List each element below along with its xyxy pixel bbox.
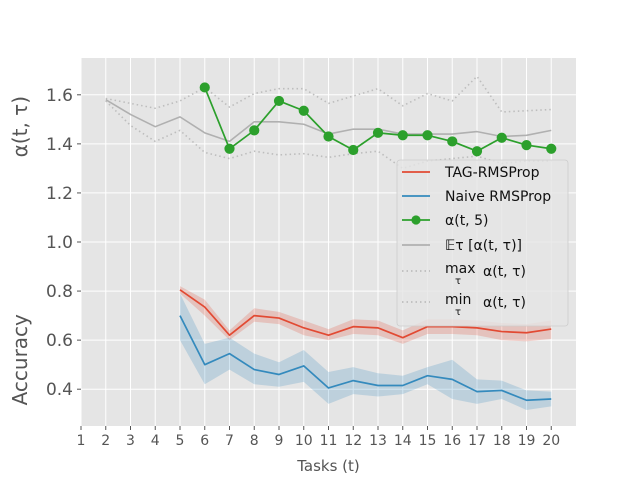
marker-alpha5 bbox=[447, 136, 458, 147]
marker-alpha5 bbox=[397, 130, 408, 141]
marker-alpha5 bbox=[471, 146, 483, 157]
marker-alpha5 bbox=[348, 144, 359, 156]
x-tick-label: 12 bbox=[344, 433, 362, 449]
y-tick-label: 1.4 bbox=[46, 135, 73, 155]
legend-rest-max: α(t, τ) bbox=[483, 264, 526, 280]
y-tick-label: 1.0 bbox=[46, 233, 73, 253]
y-tick-label: 1.6 bbox=[46, 86, 73, 106]
legend-sublabel-min: τ bbox=[455, 307, 461, 318]
y-tick-label: 0.4 bbox=[46, 380, 73, 400]
marker-alpha5 bbox=[298, 105, 309, 116]
marker-alpha5 bbox=[496, 132, 507, 143]
x-tick-label: 4 bbox=[151, 433, 160, 449]
marker-alpha5 bbox=[422, 130, 433, 141]
marker-alpha5 bbox=[521, 139, 532, 151]
legend-box bbox=[396, 159, 569, 327]
legend-label-alpha5: α(t, 5) bbox=[445, 213, 488, 229]
x-tick-label: 13 bbox=[369, 433, 387, 449]
marker-alpha5 bbox=[372, 127, 384, 138]
x-tick-label: 5 bbox=[176, 433, 185, 449]
legend-label-tag: TAG-RMSProp bbox=[444, 165, 540, 181]
x-axis-label: Tasks (t) bbox=[296, 457, 360, 475]
y-tick-label: 0.6 bbox=[46, 331, 73, 351]
legend: TAG-RMSProp Naive RMSProp α(t, 5) 𝔼τ [α(t, … bbox=[396, 159, 569, 327]
x-tick-label: 3 bbox=[126, 433, 135, 449]
x-tick-label: 17 bbox=[468, 433, 486, 449]
legend-label-max: max bbox=[445, 261, 476, 277]
band-naive bbox=[180, 293, 552, 411]
x-tick-label: 7 bbox=[225, 433, 234, 449]
marker-alpha5 bbox=[323, 131, 334, 142]
marker-alpha5 bbox=[224, 143, 235, 154]
y-axis-label-bottom: Accuracy bbox=[8, 314, 32, 405]
x-tick-label: 14 bbox=[394, 433, 412, 449]
y-axis-label-top: α(t, τ) bbox=[8, 96, 32, 157]
x-tick-label: 2 bbox=[101, 433, 110, 449]
x-tick-label: 20 bbox=[542, 433, 560, 449]
legend-rest-min: α(t, τ) bbox=[483, 295, 526, 311]
legend-marker-alpha5 bbox=[411, 215, 421, 225]
legend-label-mean: 𝔼τ [α(t, τ)] bbox=[445, 238, 522, 254]
band-tag bbox=[180, 286, 552, 344]
y-ticks: 0.4 0.6 0.8 1.0 1.2 1.4 1.6 bbox=[46, 86, 81, 400]
line-tag bbox=[179, 289, 552, 339]
x-tick-label: 15 bbox=[419, 433, 437, 449]
x-tick-label: 9 bbox=[275, 433, 284, 449]
marker-alpha5 bbox=[249, 125, 260, 136]
confidence-bands bbox=[180, 286, 552, 411]
x-tick-label: 8 bbox=[250, 433, 259, 449]
x-tick-label: 18 bbox=[493, 433, 511, 449]
marker-alpha5 bbox=[546, 143, 557, 154]
y-tick-label: 1.2 bbox=[46, 184, 73, 204]
series-markers bbox=[199, 82, 557, 157]
x-tick-label: 16 bbox=[443, 433, 461, 449]
x-tick-label: 11 bbox=[320, 433, 338, 449]
x-tick-label: 10 bbox=[295, 433, 313, 449]
x-tick-label: 1 bbox=[77, 433, 86, 449]
line-naive bbox=[179, 315, 552, 402]
legend-sublabel-max: τ bbox=[455, 276, 461, 287]
y-tick-label: 0.8 bbox=[46, 282, 73, 302]
line-max bbox=[105, 75, 552, 113]
x-tick-label: 6 bbox=[200, 433, 209, 449]
x-tick-label: 19 bbox=[518, 433, 536, 449]
legend-label-min: min bbox=[445, 292, 471, 308]
legend-label-naive: Naive RMSProp bbox=[445, 189, 551, 205]
marker-alpha5 bbox=[199, 82, 210, 93]
x-ticks: 1 2 3 4 5 6 7 8 9 10 11 12 13 14 15 16 17 18 19 20 bbox=[77, 426, 560, 449]
marker-alpha5 bbox=[273, 95, 285, 107]
